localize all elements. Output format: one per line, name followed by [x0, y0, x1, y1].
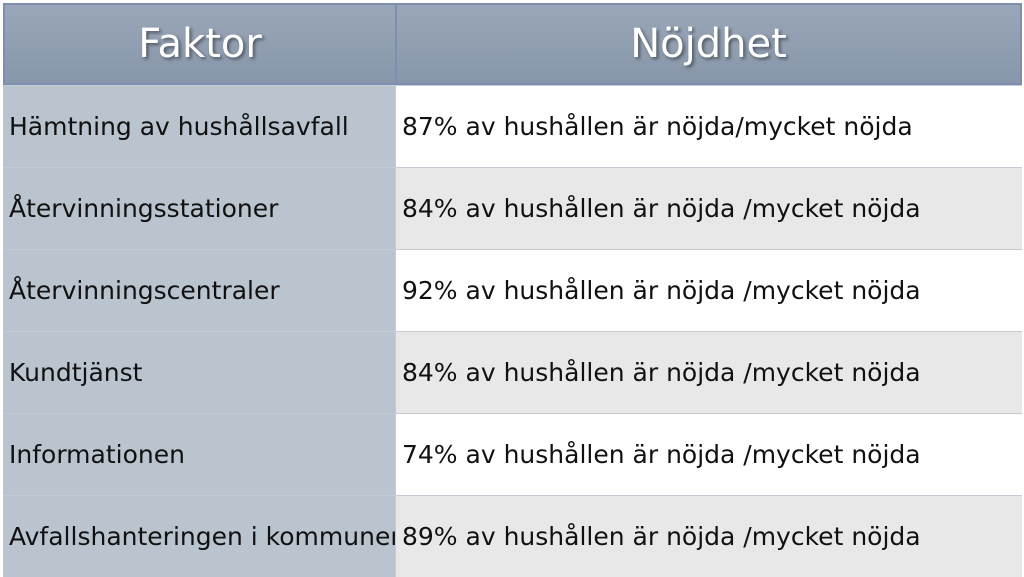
factor-cell: Informationen	[3, 413, 396, 495]
factor-cell: Kundtjänst	[3, 331, 396, 413]
column-header-satisfaction: Nöjdhet	[396, 3, 1022, 85]
satisfaction-cell: 92% av hushållen är nöjda /mycket nöjda	[396, 249, 1022, 331]
factor-cell: Återvinningsstationer	[3, 167, 396, 249]
satisfaction-table: Faktor Nöjdhet Hämtning av hushållsavfal…	[3, 3, 1022, 577]
column-header-factor: Faktor	[3, 3, 396, 85]
satisfaction-cell: 84% av hushållen är nöjda /mycket nöjda	[396, 167, 1022, 249]
factor-cell: Avfallshanteringen i kommunen	[3, 495, 396, 577]
satisfaction-cell: 84% av hushållen är nöjda /mycket nöjda	[396, 331, 1022, 413]
factor-cell: Hämtning av hushållsavfall	[3, 85, 396, 167]
satisfaction-cell: 89% av hushållen är nöjda /mycket nöjda	[396, 495, 1022, 577]
factor-cell: Återvinningscentraler	[3, 249, 396, 331]
satisfaction-cell: 74% av hushållen är nöjda /mycket nöjda	[396, 413, 1022, 495]
satisfaction-cell: 87% av hushållen är nöjda/mycket nöjda	[396, 85, 1022, 167]
